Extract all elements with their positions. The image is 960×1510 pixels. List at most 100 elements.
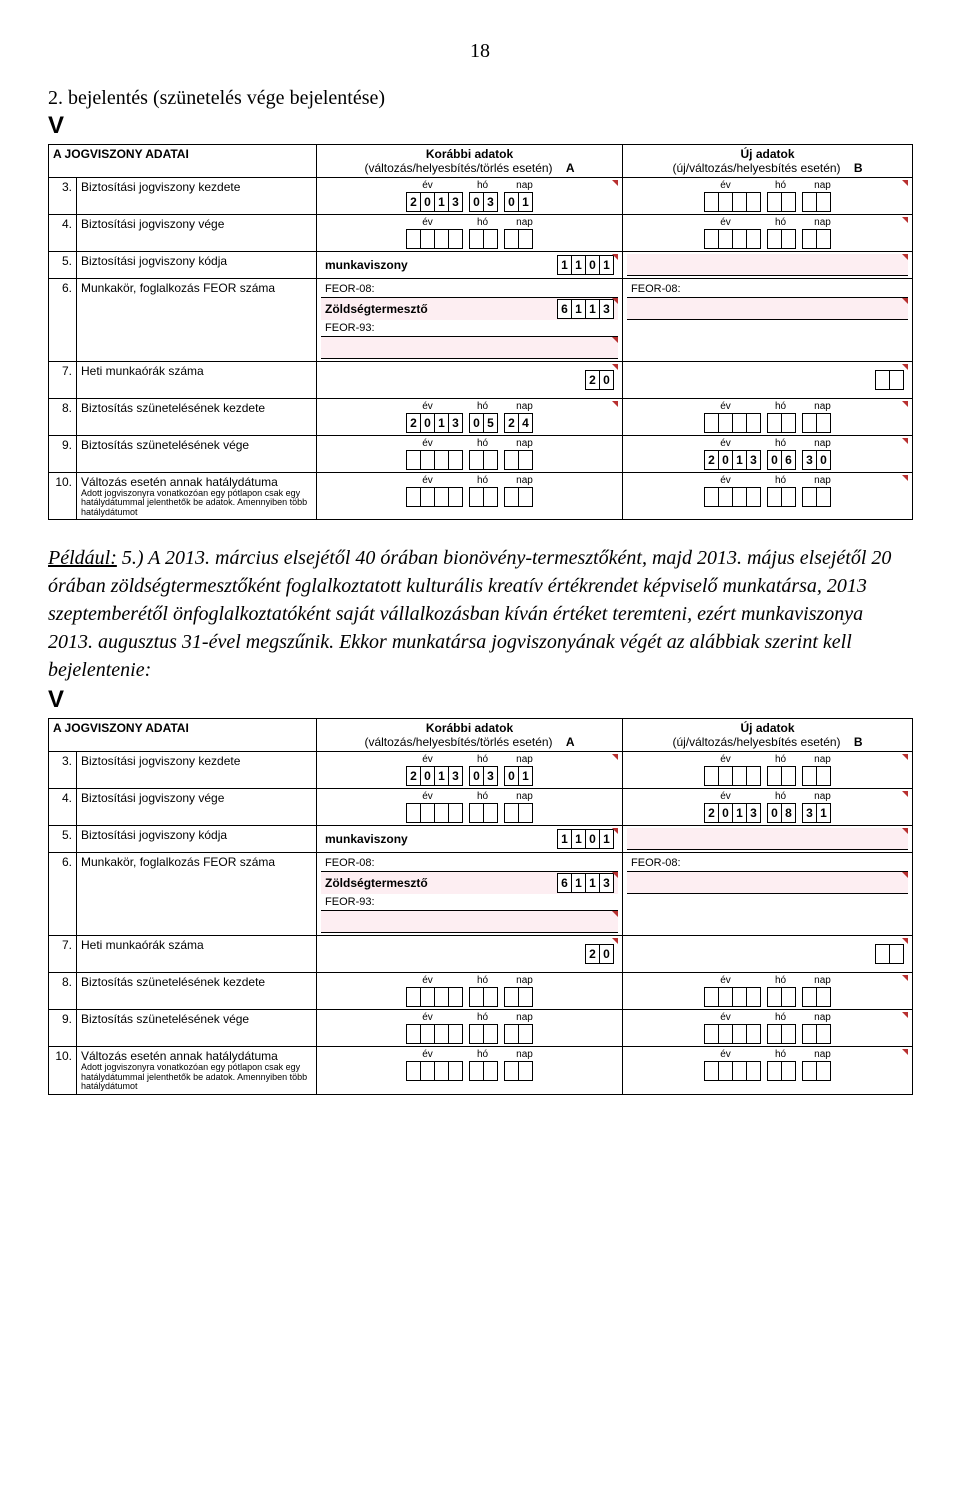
row3-prev: év hó nap 2013 03 01 [317,178,623,215]
v-mark-1: V [48,112,912,140]
f2-row6-prev[interactable]: FEOR-08: Zöldségtermesztő 6113 FEOR-93: [317,853,623,936]
row9-new-digits[interactable]: 2013 06 30 [704,450,831,470]
f2-row10-label: Változás esetén annak hatálydátuma Adott… [77,1047,317,1094]
row4-new: év hó nap [623,215,913,252]
row9-label: Biztosítás szünetelésének vége [77,436,317,473]
f2-row4-label: Biztosítási jogviszony vége [77,789,317,826]
row8-new-digits[interactable] [704,413,831,433]
f2-row5-new[interactable] [623,826,913,853]
feor08-new: FEOR-08: [627,281,908,298]
hdr-new-sub: (új/változás/helyesbítés esetén) [672,161,840,175]
f2-rownum-4: 4. [49,789,77,826]
row6-prev[interactable]: FEOR-08: Zöldségtermesztő 6113 FEOR-93: [317,279,623,362]
hdr-left: A JOGVISZONY ADATAI [49,145,317,178]
row9-prev: év hó nap [317,436,623,473]
f2-row6-new[interactable]: FEOR-08: [623,853,913,936]
f2-row5-code-digits: 1101 [557,829,614,849]
hdr-mid-top: Korábbi adatok [426,147,513,161]
row8-new: év hó nap [623,399,913,436]
row3-new: év hó nap [623,178,913,215]
row6-label: Munkakör, foglalkozás FEOR száma [77,279,317,362]
f2-rownum-7: 7. [49,936,77,973]
f2-row5-label: Biztosítási jogviszony kódja [77,826,317,853]
f2-row9-label: Biztosítás szünetelésének vége [77,1010,317,1047]
rownum-5: 5. [49,252,77,279]
row4-label: Biztosítási jogviszony vége [77,215,317,252]
section-2-title: 2. bejelentés (szünetelés vége bejelenté… [48,87,912,110]
f2-row4-prev: évhónap [317,789,623,826]
f2-row8-new: évhónap [623,973,913,1010]
f2-row6-code-text: Zöldségtermesztő [321,872,557,894]
row7-label: Heti munkaórák száma [77,362,317,399]
f2-row5-code-text: munkaviszony [321,828,557,850]
feor93-prev: FEOR-93: [321,320,618,337]
row10-prev-digits[interactable] [406,487,533,507]
f2-row8-label: Biztosítás szünetelésének kezdete [77,973,317,1010]
row6-code-digits: 6113 [557,299,614,319]
f2-row8-new-digits[interactable] [704,987,831,1007]
example-text: 5.) A 2013. március elsejétől 40 órában … [48,547,891,681]
f2-row9-new-digits[interactable] [704,1024,831,1044]
hdr-mid-letter: A [566,161,575,175]
row4-prev-digits[interactable] [406,229,533,249]
row5-new[interactable] [623,252,913,279]
rownum-8: 8. [49,399,77,436]
lbl-ev: év [398,180,458,191]
f2-rownum-6: 6. [49,853,77,936]
example-paragraph: Például: 5.) A 2013. március elsejétől 4… [48,544,912,684]
hdr-new-top: Új adatok [741,147,795,161]
hdr-new-letter: B [854,161,863,175]
row5-code-text: munkaviszony [321,254,557,276]
hdr-mid-2: Korábbi adatok (változás/helyesbítés/tör… [317,719,623,752]
f2-row6-label: Munkakör, foglalkozás FEOR száma [77,853,317,936]
f2-rownum-10: 10. [49,1047,77,1094]
row4-new-digits[interactable] [704,229,831,249]
feor08-prev: FEOR-08: [321,281,618,298]
row10-new-digits[interactable] [704,487,831,507]
f2-row6-code-digits: 6113 [557,873,614,893]
hdr-new-2: Új adatok (új/változás/helyesbítés eseté… [623,719,913,752]
form-table-1: A JOGVISZONY ADATAI Korábbi adatok (vált… [48,144,913,520]
f2-row10-new-digits[interactable] [704,1061,831,1081]
row8-label: Biztosítás szünetelésének kezdete [77,399,317,436]
v-mark-2: V [48,686,912,714]
f2-row9-prev-digits[interactable] [406,1024,533,1044]
f2-row3-label: Biztosítási jogviszony kezdete [77,752,317,789]
rownum-4: 4. [49,215,77,252]
row9-new: év hó nap 2013 06 30 [623,436,913,473]
hdr-mid-sub: (változás/helyesbítés/törlés esetén) [364,161,552,175]
f2-row3-new: évhónap [623,752,913,789]
row5-prev[interactable]: munkaviszony 1101 [317,252,623,279]
f2-row7-new[interactable] [623,936,913,973]
f2-rownum-9: 9. [49,1010,77,1047]
f2-row10-prev-digits[interactable] [406,1061,533,1081]
row5-label: Biztosítási jogviszony kódja [77,252,317,279]
hdr-new: Új adatok (új/változás/helyesbítés eseté… [623,145,913,178]
row10-prev: év hó nap [317,473,623,520]
row3-new-digits[interactable] [704,192,831,212]
f2-row3-new-digits[interactable] [704,766,831,786]
f2-row3-prev: évhónap 2013 03 01 [317,752,623,789]
f2-row8-prev-digits[interactable] [406,987,533,1007]
row7-prev[interactable]: 20 [317,362,623,399]
row6-new[interactable]: FEOR-08: [623,279,913,362]
row7-new[interactable] [623,362,913,399]
lbl-ho: hó [466,180,500,191]
row8-prev-digits[interactable]: 2013 05 24 [406,413,533,433]
row6-code-text: Zöldségtermesztő [321,298,557,320]
f2-row3-prev-digits[interactable]: 2013 03 01 [406,766,533,786]
f2-rownum-8: 8. [49,973,77,1010]
f2-row7-prev[interactable]: 20 [317,936,623,973]
f2-row8-prev: évhónap [317,973,623,1010]
lbl-nap: nap [508,180,542,191]
f2-row4-new-digits[interactable]: 2013 08 31 [704,803,831,823]
hdr-left-2: A JOGVISZONY ADATAI [49,719,317,752]
f2-row10-prev: évhónap [317,1047,623,1094]
f2-row5-prev[interactable]: munkaviszony 1101 [317,826,623,853]
rownum-3: 3. [49,178,77,215]
row9-prev-digits[interactable] [406,450,533,470]
rownum-6: 6. [49,279,77,362]
row3-prev-digits[interactable]: 2013 03 01 [406,192,533,212]
f2-row4-prev-digits[interactable] [406,803,533,823]
f2-row7-label: Heti munkaórák száma [77,936,317,973]
